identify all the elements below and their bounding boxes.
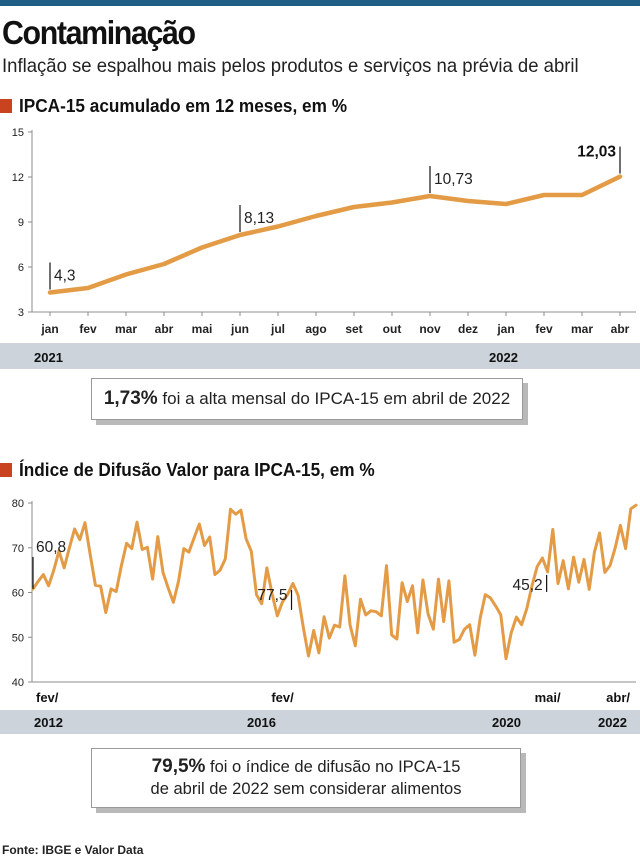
chart1-x-tick-label: nov xyxy=(419,322,441,336)
chart2-year-2012: 2012 xyxy=(34,715,63,730)
section-marker-icon xyxy=(0,463,12,477)
chart1-x-tick-label: mar xyxy=(115,322,137,336)
chart2-heading-text: Índice de Difusão Valor para IPCA-15, em… xyxy=(19,459,375,480)
chart2-data-label: 60,8 xyxy=(36,539,66,556)
chart1-x-tick-label: abr xyxy=(611,322,630,336)
chart2-heading: Índice de Difusão Valor para IPCA-15, em… xyxy=(0,459,401,481)
chart1-x-tick-label: mai xyxy=(192,322,213,336)
chart2-difusao: 40 50 60 70 80 fev/fev/mai/abr/ 2012 2016 20… xyxy=(0,485,640,734)
chart1-x-tick-label: jan xyxy=(496,322,514,336)
chart2-x-tick-label: fev/ xyxy=(36,690,59,705)
chart1-x-tick-label: abr xyxy=(155,322,174,336)
source-note: Fonte: IBGE e Valor Data xyxy=(2,843,144,857)
chart2-year-2016: 2016 xyxy=(247,715,276,730)
chart2-year-2020: 2020 xyxy=(492,715,521,730)
chart1-x-tick-label: out xyxy=(383,322,402,336)
chart1-data-label: 8,13 xyxy=(244,210,274,227)
chart1-callout-value: 1,73% xyxy=(103,388,158,409)
chart2-year-band xyxy=(0,710,640,734)
chart1-heading: IPCA-15 acumulado em 12 meses, em % xyxy=(0,95,372,117)
chart2-data-label: 45,2 xyxy=(512,577,542,594)
chart1-x-tick-label: set xyxy=(345,322,362,336)
chart1-year-2022: 2022 xyxy=(489,350,518,365)
chart2-y-tick-label: 80 xyxy=(12,498,24,510)
chart1-x-tick-label: fev xyxy=(535,322,553,336)
chart1-x-tick-label: dez xyxy=(458,322,478,336)
chart1-x-tick-label: fev xyxy=(79,322,97,336)
page-title: Contaminação xyxy=(2,14,196,51)
chart2-y-tick-label: 40 xyxy=(12,677,24,689)
chart2-x-tick-label: mai/ xyxy=(535,690,561,705)
chart1-ipca15-12m: 3 6 9 12 15 jan fev mar abr mai jun jul ago set out nov… xyxy=(0,127,640,369)
chart1-data-label: 4,3 xyxy=(54,268,76,285)
chart2-y-tick-label: 70 xyxy=(12,543,24,555)
top-accent-bar xyxy=(0,0,640,6)
chart1-heading-text: IPCA-15 acumulado em 12 meses, em % xyxy=(19,95,347,116)
chart1-y-tick-label: 6 xyxy=(18,262,24,274)
chart1-y-tick-label: 3 xyxy=(18,307,24,319)
chart2-data-label: 78,7 xyxy=(631,485,640,489)
chart1-y-tick-label: 15 xyxy=(12,127,24,139)
chart2-callout: 79,5% foi o índice de difusão no IPCA-15… xyxy=(91,748,521,808)
chart1-x-tick-label: mar xyxy=(571,322,593,336)
page-subtitle: Inflação se espalhou mais pelos produtos… xyxy=(2,55,579,77)
chart2-y-tick-label: 50 xyxy=(12,632,24,644)
chart2-callout-text2: de abril de 2022 sem considerar alimento… xyxy=(150,780,462,798)
chart1-x-tick-label: ago xyxy=(305,322,326,336)
chart2-y-tick-label: 60 xyxy=(12,588,24,600)
chart2-data-label: 77,5 xyxy=(257,587,287,604)
chart1-year-band xyxy=(0,343,640,369)
chart2-callout-value: 79,5% xyxy=(151,756,206,777)
chart1-series-line xyxy=(47,174,623,295)
chart1-x-tick-label: jan xyxy=(40,322,58,336)
chart2-x-tick-label: fev/ xyxy=(271,690,294,705)
chart1-y-tick-label: 12 xyxy=(12,172,24,184)
chart1-year-2021: 2021 xyxy=(34,350,63,365)
chart1-x-tick-label: jun xyxy=(230,322,249,336)
section-marker-icon xyxy=(0,99,12,113)
chart1-data-label: 10,73 xyxy=(434,171,473,188)
chart2-series-line xyxy=(31,503,638,661)
chart2-callout-text1: foi o índice de difusão no IPCA-15 xyxy=(205,758,461,776)
chart2-x-tick-label: abr/ xyxy=(606,690,630,705)
chart2-year-2022: 2022 xyxy=(598,715,627,730)
chart1-y-tick-label: 9 xyxy=(18,217,24,229)
chart1-callout: 1,73% foi a alta mensal do IPCA-15 em ab… xyxy=(91,378,523,420)
chart1-callout-text: foi a alta mensal do IPCA-15 em abril de… xyxy=(157,389,511,408)
chart1-x-tick-label: jul xyxy=(270,322,285,336)
chart1-data-label: 12,03 xyxy=(577,144,616,161)
